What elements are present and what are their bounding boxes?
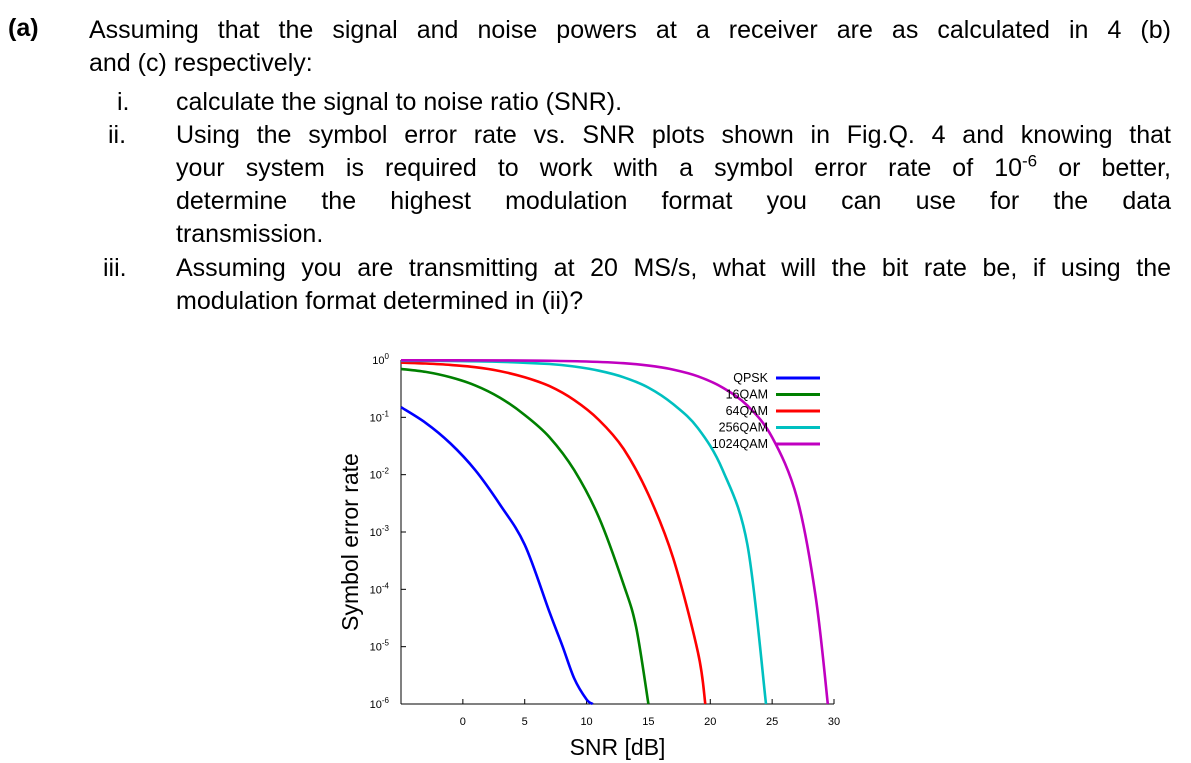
- item-iii-line-2: modulation format determined in (ii)?: [176, 287, 584, 315]
- item-number-iii: iii.: [103, 254, 127, 282]
- item-ii-line-1: Using the symbol error rate vs. SNR plot…: [176, 121, 1171, 149]
- y-tick-label: 10-6: [370, 696, 390, 711]
- y-tick-label: 10-5: [370, 639, 390, 654]
- item-number-ii: ii.: [108, 121, 127, 149]
- series-line-16qam: [400, 367, 650, 705]
- item-ii-line-2-tail: or better,: [1037, 154, 1171, 182]
- intro-line-2: and (c) respectively:: [89, 49, 313, 77]
- series-line-1024qam: [400, 359, 830, 705]
- x-tick-label: 15: [642, 716, 654, 728]
- legend-label: 1024QAM: [712, 437, 768, 451]
- item-ii-line-2: your system is required to work with a s…: [176, 152, 1171, 185]
- x-axis-label: SNR [dB]: [570, 734, 666, 760]
- y-tick-label: 10-3: [370, 524, 390, 539]
- x-tick-label: 30: [828, 716, 840, 728]
- series-line-qpsk: [400, 406, 594, 706]
- y-tick-label: 10-2: [370, 467, 390, 482]
- item-ii-line-3: determine the highest modulation format …: [176, 187, 1171, 215]
- item-ii-text: Using the symbol error rate vs. SNR plot…: [176, 119, 1171, 251]
- y-tick-label: 100: [372, 352, 389, 367]
- x-tick-label: 0: [460, 716, 466, 728]
- legend-label: 16QAM: [726, 388, 768, 402]
- series-line-256qam: [400, 359, 768, 705]
- series-line-64qam: [400, 361, 707, 705]
- question-intro: Assuming that the signal and noise power…: [89, 14, 1171, 80]
- item-ii-line-4: transmission.: [176, 220, 324, 248]
- legend-label: QPSK: [733, 371, 768, 385]
- y-axis-label: Symbol error rate: [337, 453, 363, 631]
- x-tick-label: 5: [522, 716, 528, 728]
- legend-label: 64QAM: [726, 404, 768, 418]
- legend-label: 256QAM: [719, 421, 768, 435]
- question-label: (a): [8, 14, 39, 42]
- x-tick-label: 20: [704, 716, 716, 728]
- item-iii-line-1: Assuming you are transmitting at 20 MS/s…: [176, 254, 1171, 282]
- x-tick-label: 25: [766, 716, 778, 728]
- y-tick-label: 10-4: [370, 581, 390, 596]
- item-iii-text: Assuming you are transmitting at 20 MS/s…: [176, 252, 1171, 318]
- item-ii-line-2-text: your system is required to work with a s…: [176, 154, 1023, 182]
- intro-line-1: Assuming that the signal and noise power…: [89, 16, 1171, 44]
- x-tick-label: 10: [580, 716, 592, 728]
- item-i-text: calculate the signal to noise ratio (SNR…: [176, 88, 623, 116]
- item-number-i: i.: [117, 88, 130, 116]
- y-tick-label: 10-1: [370, 409, 390, 424]
- error-rate-exponent: -6: [1022, 151, 1038, 171]
